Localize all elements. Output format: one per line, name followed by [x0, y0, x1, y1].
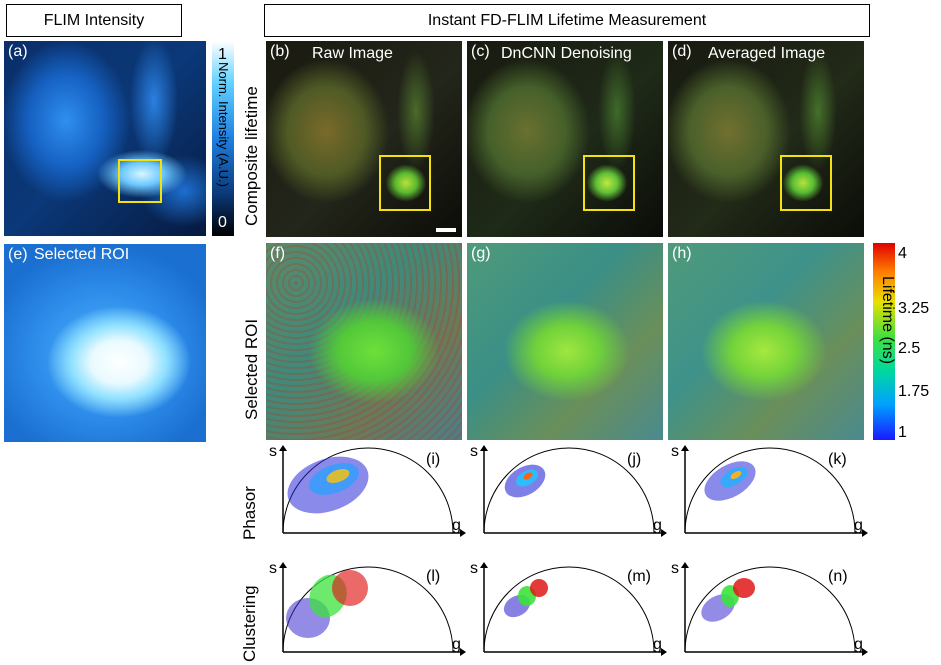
panel-a-roi-box [118, 159, 162, 203]
flim-intensity-header: FLIM Intensity [6, 4, 182, 37]
panel-e-tag: (e) [8, 246, 28, 263]
lifetime-measurement-header-text: Instant FD-FLIM Lifetime Measurement [427, 11, 707, 29]
lifetime-tick-1-75: 1.75 [898, 383, 930, 400]
panel-c-caption: DnCNN Denoising [501, 45, 632, 62]
phasor-plot-j-graphic [480, 445, 667, 537]
clustering-plot-n-graphic [681, 562, 868, 656]
panel-e-roi-intensity: (e) Selected ROI [4, 244, 206, 442]
intensity-colorbar-max: 1 [218, 46, 227, 63]
panel-h-roi-averaged: (h) [668, 243, 864, 440]
intensity-colorbar-min: 0 [218, 214, 227, 231]
phasor-plot-i-graphic [279, 445, 466, 537]
lifetime-colorbar [873, 243, 895, 440]
flim-intensity-header-text: FLIM Intensity [43, 11, 145, 29]
phasor-k-g-label: g [854, 517, 863, 534]
lifetime-tick-1: 1 [898, 424, 907, 441]
phasor-k-tag: (k) [828, 451, 847, 468]
row-label-clustering: Clustering [240, 585, 259, 662]
cluster-n-g-label: g [854, 636, 863, 653]
phasor-j-tag: (j) [627, 451, 642, 468]
panel-c-roi-box [583, 155, 635, 211]
phasor-plot-i: s g (i) [266, 443, 466, 543]
panel-d-caption: Averaged Image [708, 45, 826, 62]
panel-g-tag: (g) [471, 245, 491, 262]
panel-d-tag: (d) [672, 43, 692, 60]
clustering-plot-m-graphic [480, 562, 667, 656]
intensity-colorbar-title: Norm. Intensity (A.U.) [216, 62, 231, 187]
cluster-m-g-label: g [653, 636, 662, 653]
cluster-n-s-label: s [671, 560, 679, 577]
panel-c-tag: (c) [471, 43, 490, 60]
clustering-plot-m: s g (m) [467, 560, 667, 662]
panel-b-tag: (b) [270, 43, 290, 60]
lifetime-tick-4: 4 [898, 245, 907, 262]
phasor-i-s-label: s [269, 443, 277, 460]
phasor-plot-j: s g (j) [467, 443, 667, 543]
panel-f-roi-raw: (f) [266, 243, 462, 440]
cluster-n-tag: (n) [828, 568, 848, 585]
cluster-l-g-label: g [452, 636, 461, 653]
lifetime-tick-2-5: 2.5 [898, 340, 921, 357]
clustering-plot-l: s g (l) [266, 560, 466, 662]
phasor-j-s-label: s [470, 443, 478, 460]
cluster-m-tag: (m) [627, 568, 651, 585]
phasor-i-g-label: g [452, 517, 461, 534]
panel-h-tag: (h) [672, 245, 692, 262]
scale-bar [436, 228, 456, 232]
lifetime-colorbar-title: Lifetime (ns) [879, 276, 896, 365]
clustering-plot-n: s g (n) [668, 560, 868, 662]
panel-b-roi-box [379, 155, 431, 211]
panel-c-dncnn-image: (c) DnCNN Denoising [467, 41, 663, 237]
row-label-selected-roi: Selected ROI [242, 318, 261, 420]
cluster-m-s-label: s [470, 560, 478, 577]
cluster-l-tag: (l) [426, 568, 441, 585]
clustering-plot-l-graphic [279, 562, 466, 656]
intensity-colorbar [212, 41, 234, 236]
lifetime-measurement-header: Instant FD-FLIM Lifetime Measurement [264, 4, 870, 37]
row-label-composite: Composite lifetime [242, 86, 261, 226]
phasor-plot-k: s g (k) [668, 443, 868, 543]
cluster-l-s-label: s [269, 560, 277, 577]
phasor-k-s-label: s [671, 443, 679, 460]
phasor-plot-k-graphic [681, 445, 868, 537]
row-label-phasor: Phasor [240, 486, 259, 540]
lifetime-tick-3-25: 3.25 [898, 300, 930, 317]
panel-g-roi-dncnn: (g) [467, 243, 663, 440]
panel-d-roi-box [780, 155, 832, 211]
panel-d-averaged-image: (d) Averaged Image [668, 41, 864, 237]
panel-b-caption: Raw Image [312, 45, 393, 62]
panel-a-intensity-image: (a) [4, 41, 206, 236]
panel-b-raw-image: (b) Raw Image [266, 41, 462, 237]
panel-f-tag: (f) [270, 245, 286, 262]
panel-a-tag: (a) [8, 43, 28, 60]
phasor-i-tag: (i) [426, 451, 441, 468]
panel-e-caption: Selected ROI [34, 246, 130, 263]
phasor-j-g-label: g [653, 517, 662, 534]
